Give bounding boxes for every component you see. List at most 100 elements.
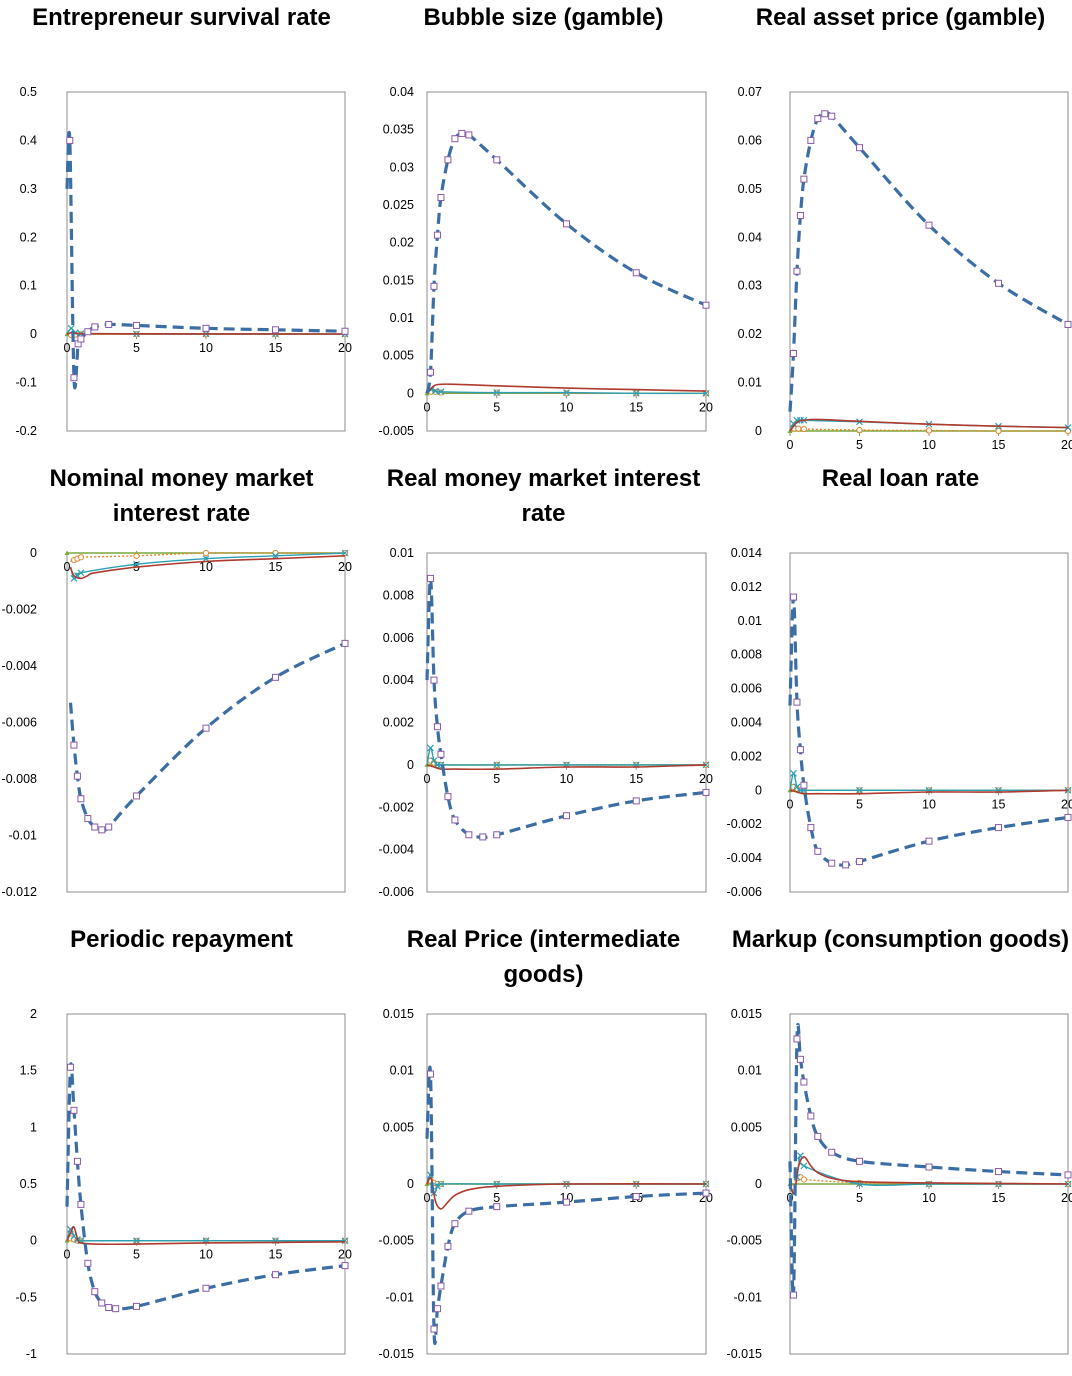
data-point-square [272, 1271, 279, 1279]
series-line-dashed [788, 1023, 1069, 1299]
chart-title: Nominal money market interest rate [49, 465, 314, 527]
x-tick-label: 0 [424, 1191, 431, 1205]
data-point-square [800, 175, 808, 183]
y-tick-label: 0.01 [390, 546, 414, 560]
data-point-square [98, 826, 106, 834]
data-point-square [105, 320, 113, 328]
data-point-square [807, 1112, 815, 1120]
data-point-square [995, 279, 1002, 287]
data-point-square [702, 788, 710, 796]
y-tick-label: -0.005 [379, 1234, 414, 1248]
data-point-x [77, 569, 85, 577]
data-point-square [437, 193, 445, 201]
data-point-square [807, 136, 815, 144]
data-point-square [84, 815, 92, 823]
data-point-circle [800, 1176, 808, 1183]
y-tick-label: -0.005 [379, 424, 414, 438]
chart-title: Real loan rate [821, 465, 980, 492]
chart-panel: Real asset price (gamble) 0.07 0.06 0.05 0.0… [715, 0, 1072, 454]
series-line-teal [789, 772, 1068, 792]
data-point-square [465, 831, 473, 839]
data-point-square [1064, 813, 1072, 821]
y-tick-label: 0.05 [738, 182, 762, 196]
y-tick-label: 0.035 [383, 123, 414, 137]
y-tick-label: 0 [407, 386, 414, 400]
y-tick-label: 0.008 [383, 588, 414, 602]
x-tick-label: 5 [493, 1191, 500, 1205]
data-point-x [493, 389, 501, 397]
x-tick-label: 15 [269, 341, 283, 355]
data-point-square [807, 824, 815, 832]
x-tick-label: 5 [856, 1191, 863, 1205]
data-point-x [563, 389, 570, 397]
y-tick-label: 0.015 [383, 1007, 414, 1021]
data-point-square [800, 1078, 808, 1086]
y-tick-label: 0.01 [738, 1064, 762, 1078]
y-tick-label: -0.015 [727, 1347, 762, 1361]
y-tick-label: 0.005 [383, 1120, 414, 1134]
data-point-square [77, 795, 85, 803]
data-point-triangle [64, 550, 70, 555]
data-point-square [800, 781, 808, 789]
data-point-x [702, 761, 710, 769]
y-tick-label: 0.5 [20, 1177, 37, 1191]
data-point-x [790, 769, 797, 777]
data-point-square [84, 1259, 92, 1267]
chart-panel: Real money market interest rate 0.01 0.008… [357, 461, 714, 915]
y-tick-label: 0 [755, 424, 762, 438]
y-tick-label: 0.5 [20, 85, 37, 99]
data-point-square [341, 327, 349, 335]
data-point-square [493, 156, 501, 164]
y-tick-label: 0.004 [731, 716, 762, 730]
data-point-square [814, 115, 822, 123]
data-point-square [925, 1163, 933, 1171]
data-point-square [451, 816, 459, 824]
data-point-circle [800, 425, 808, 433]
data-point-square [84, 328, 92, 336]
data-point-square [925, 837, 933, 845]
y-tick-label: 0.03 [738, 279, 762, 293]
y-tick-label: 0.07 [738, 85, 762, 99]
x-tick-label: 5 [133, 341, 140, 355]
data-point-square [1064, 320, 1072, 328]
y-tick-label: 0.015 [731, 1007, 762, 1021]
data-point-square [814, 847, 822, 855]
y-tick-label: 0.01 [390, 1064, 414, 1078]
data-point-square [789, 350, 797, 358]
x-tick-label: 15 [629, 772, 643, 786]
chart-title: Real Price (intermediate goods) [406, 926, 681, 988]
chart-panel: Real loan rate 0.014 0.012 0.01 0.008 0.006 0.… [715, 461, 1072, 915]
y-tick-label: 0.006 [383, 631, 414, 645]
y-tick-label: 0.03 [390, 160, 414, 174]
data-point-circle [77, 554, 85, 561]
data-point-square [437, 1282, 445, 1290]
data-point-square [272, 673, 279, 681]
y-tick-label: -0.002 [379, 800, 414, 814]
data-point-x [437, 1180, 445, 1188]
x-tick-label: 15 [269, 1248, 283, 1262]
plot-frame [426, 91, 707, 432]
series-line-teal [426, 747, 706, 766]
y-tick-label: -0.006 [2, 716, 37, 730]
y-tick-label: 0.004 [383, 673, 414, 687]
y-tick-label: -0.015 [379, 1347, 414, 1361]
x-tick-label: 0 [64, 341, 71, 355]
y-tick-label: -0.01 [734, 1290, 763, 1304]
data-point-square [793, 698, 801, 706]
y-tick-label: 0.02 [738, 327, 762, 341]
x-tick-label: 20 [1061, 1191, 1072, 1205]
data-point-square [444, 156, 452, 164]
y-tick-label: 0.01 [738, 376, 762, 390]
data-point-square [202, 1284, 210, 1292]
y-tick-label: 0.012 [731, 580, 762, 594]
y-tick-label: 0.008 [731, 648, 762, 662]
data-point-square [77, 1200, 85, 1208]
data-point-square [341, 1262, 349, 1270]
data-point-square [105, 823, 113, 831]
data-point-x [1064, 424, 1072, 432]
data-point-square [272, 326, 279, 334]
data-point-square [796, 211, 804, 219]
y-tick-label: 0.002 [731, 749, 762, 763]
chart-title: Entrepreneur survival rate [32, 4, 331, 31]
